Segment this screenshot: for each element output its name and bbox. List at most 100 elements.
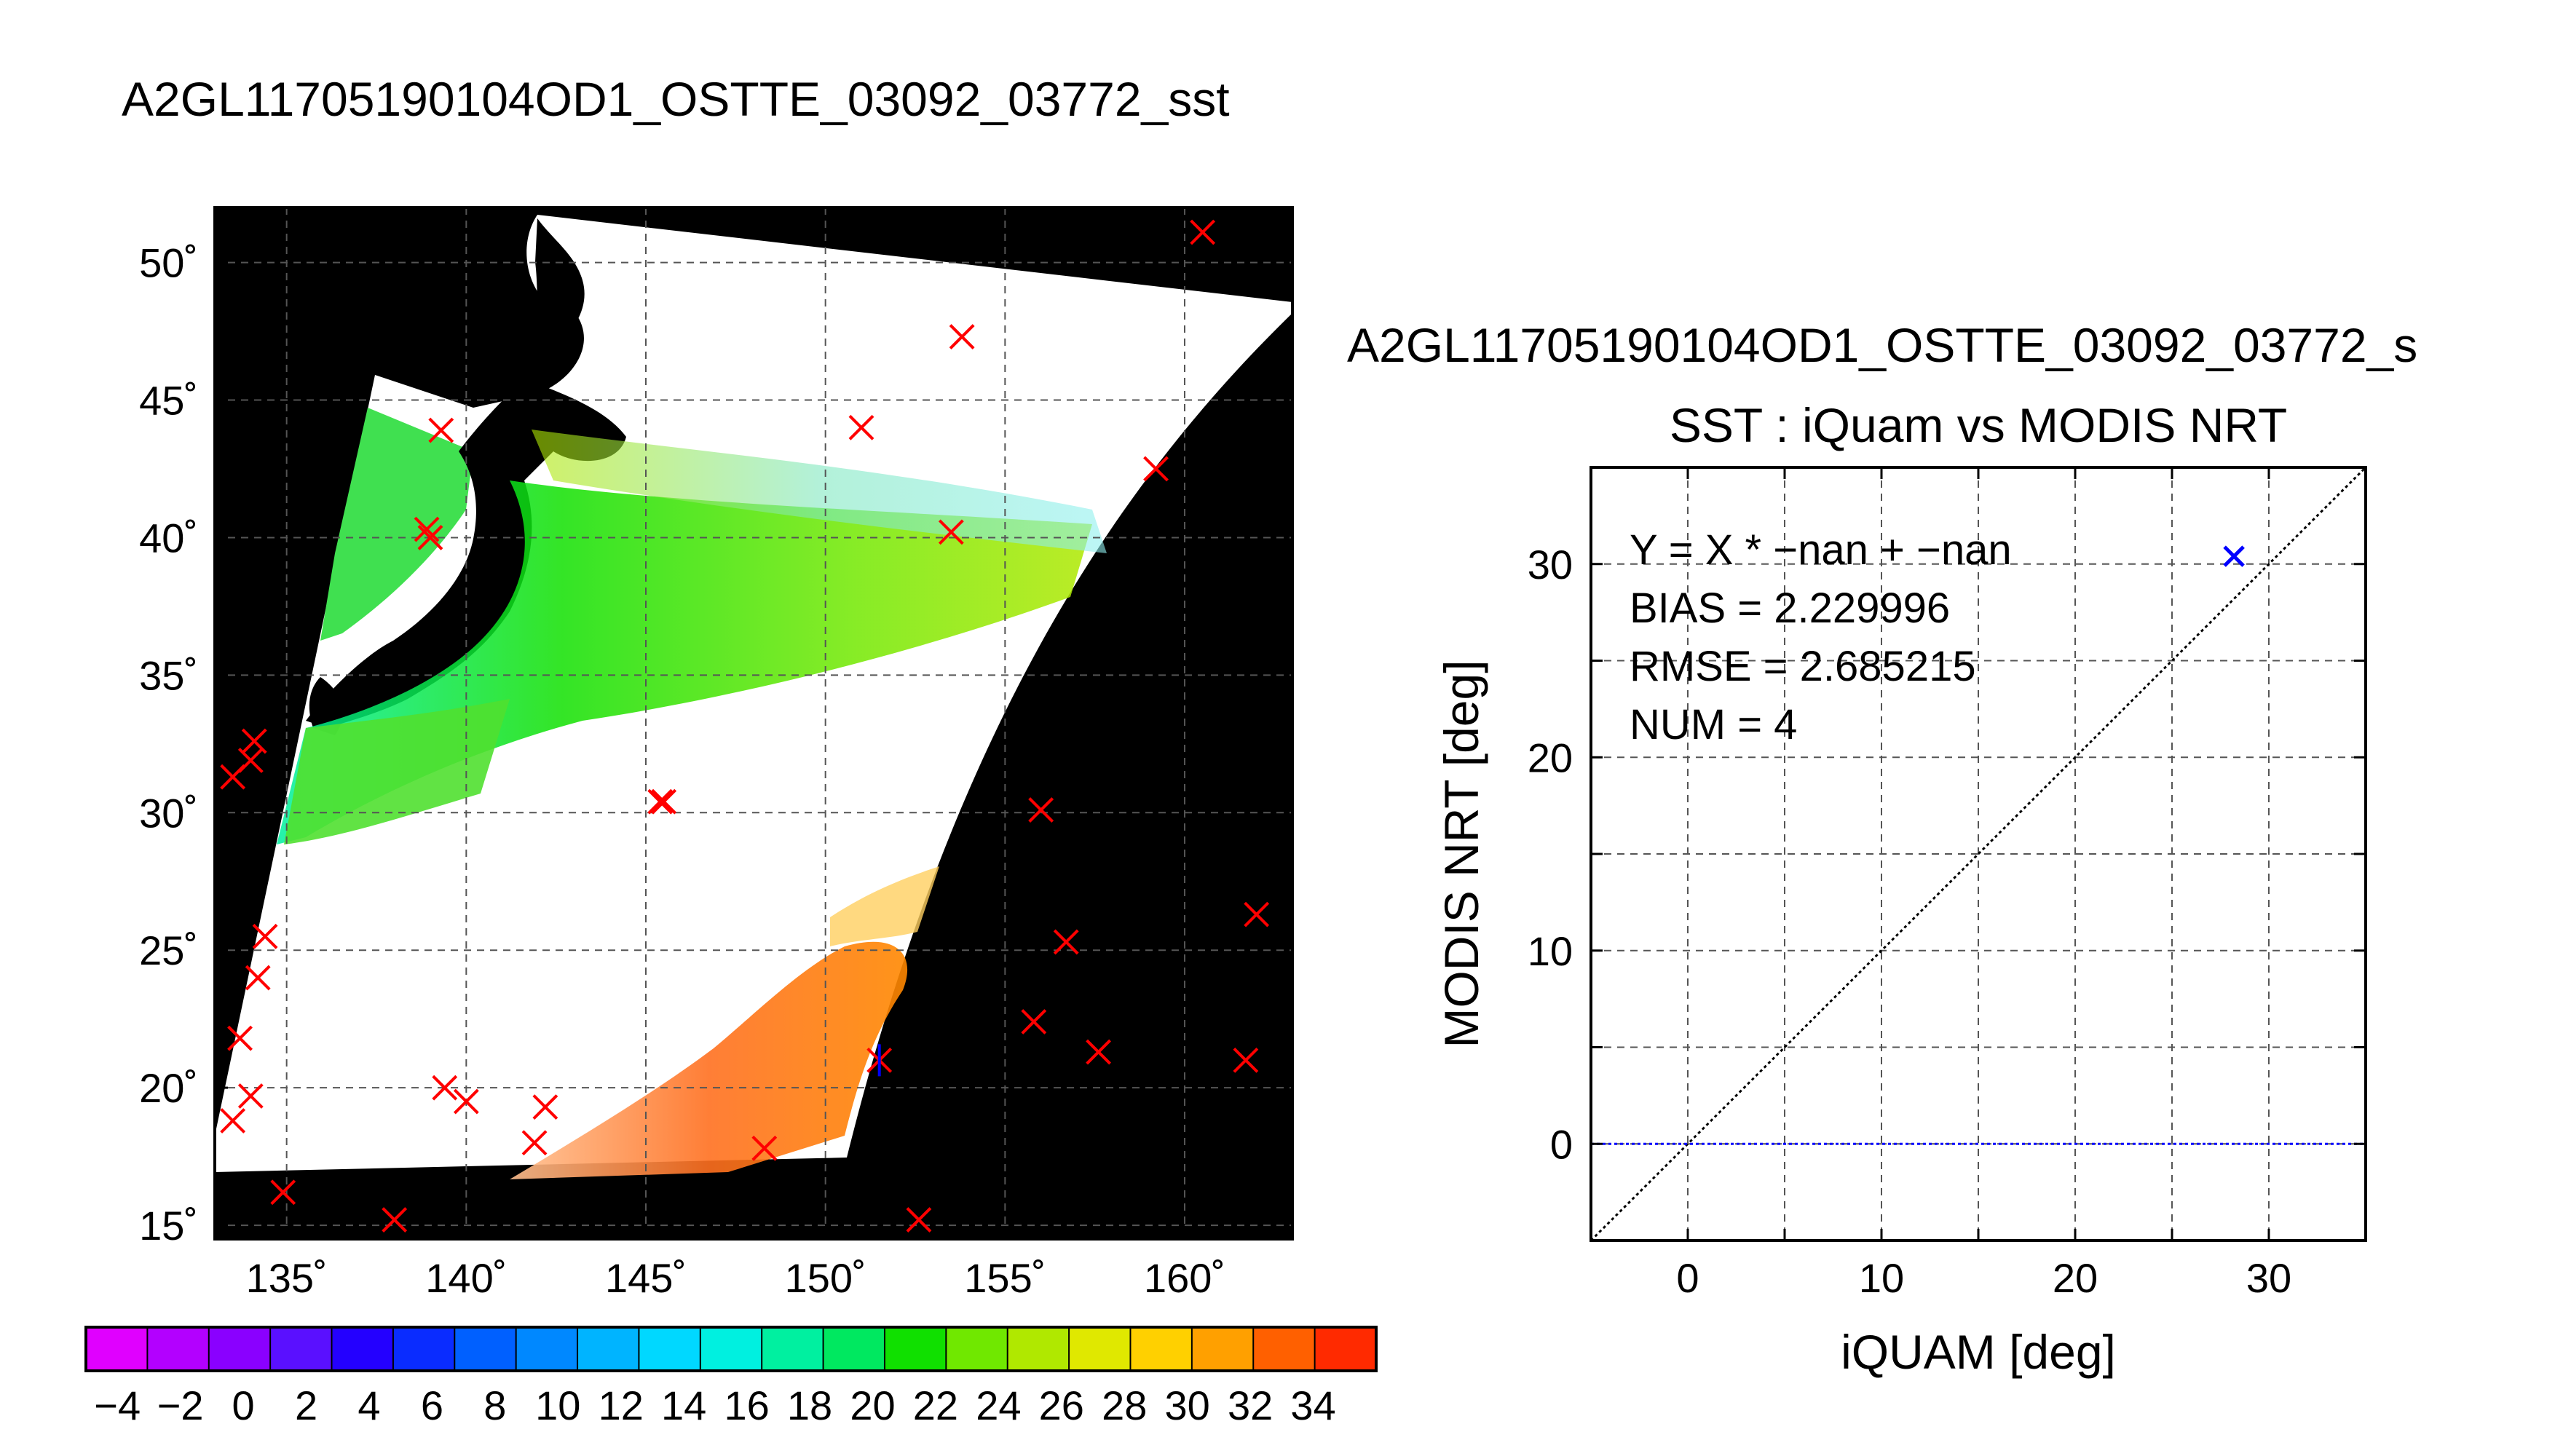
map-match-marker-stroke-b xyxy=(453,1088,479,1115)
colorbar-segment xyxy=(516,1327,578,1371)
scatter-y-tick-label: 10 xyxy=(1528,928,1573,974)
scatter-point xyxy=(2223,545,2245,567)
map-match-marker xyxy=(220,1108,246,1133)
map-match-marker xyxy=(1086,1039,1112,1065)
colorbar-tick-label: 28 xyxy=(1102,1382,1147,1428)
colorbar-segment xyxy=(823,1327,885,1371)
colorbar-tick-label: 10 xyxy=(535,1382,580,1428)
colorbar-segment xyxy=(270,1327,333,1371)
scatter-y-tick-label: 0 xyxy=(1550,1121,1573,1167)
colorbar xyxy=(84,1326,1378,1372)
colorbar-segment xyxy=(1191,1327,1254,1371)
map-match-marker-stroke-b xyxy=(1190,219,1216,245)
colorbar-segment xyxy=(86,1327,148,1371)
map-match-marker-stroke-b xyxy=(1086,1039,1112,1065)
map-match-marker xyxy=(751,1135,778,1161)
colorbar-tick-label: 34 xyxy=(1290,1382,1335,1428)
scatter-title: SST : iQuam vs MODIS NRT xyxy=(1670,398,2287,452)
map-match-marker xyxy=(848,414,874,440)
colorbar-segment xyxy=(1253,1327,1316,1371)
map-match-marker xyxy=(1028,797,1054,823)
sst-yellow-patch xyxy=(830,866,939,946)
colorbar-tick-label: −2 xyxy=(157,1382,204,1428)
map-match-marker xyxy=(382,1207,408,1233)
okhotsk-land xyxy=(215,207,584,408)
colorbar-segment xyxy=(762,1327,824,1371)
map-match-marker-stroke-b xyxy=(227,1025,253,1051)
map-match-marker xyxy=(417,525,443,550)
colorbar-segment xyxy=(639,1327,701,1371)
map-x-tick-label: 150˚ xyxy=(785,1255,866,1301)
colorbar-tick-label: 24 xyxy=(976,1382,1021,1428)
map-match-marker xyxy=(270,1179,296,1206)
map-match-marker-stroke-b xyxy=(428,417,454,443)
colorbar-tick-label: 32 xyxy=(1228,1382,1273,1428)
map-match-marker-stroke-b xyxy=(1244,901,1270,927)
map-match-marker-stroke-b xyxy=(414,516,440,542)
colorbar-tick-label: 18 xyxy=(787,1382,832,1428)
scatter-annotation: BIAS = 2.229996 xyxy=(1630,585,1950,632)
map-match-marker-stroke-b xyxy=(220,1108,246,1133)
scatter-y-tick-label: 30 xyxy=(1528,542,1573,587)
map-x-tick-label: 140˚ xyxy=(425,1255,507,1301)
scatter-annotation: Y = X * −nan + −nan xyxy=(1630,526,2012,574)
map-match-marker-stroke-b xyxy=(938,519,964,545)
map-y-tick-label: 35˚ xyxy=(139,652,198,698)
map-x-tick-label: 135˚ xyxy=(246,1255,328,1301)
map-frame xyxy=(213,206,1294,1241)
colorbar-segment xyxy=(454,1327,517,1371)
colorbar-tick-label: 12 xyxy=(599,1382,644,1428)
map-match-marker-stroke-b xyxy=(751,1135,778,1161)
map-x-tick-label: 155˚ xyxy=(964,1255,1046,1301)
scatter-x-tick-label: 20 xyxy=(2053,1255,2098,1301)
map-match-marker-stroke-b xyxy=(651,788,677,815)
colorbar-segment xyxy=(884,1327,947,1371)
map-match-marker-stroke-b xyxy=(252,923,278,949)
colorbar-tick-label: 20 xyxy=(850,1382,895,1428)
map-match-marker-stroke-b xyxy=(382,1207,408,1233)
colorbar-segment xyxy=(1130,1327,1193,1371)
map-match-marker-stroke-b xyxy=(1143,456,1169,482)
colorbar-frame xyxy=(84,1326,1378,1372)
scatter-one-to-one-line xyxy=(1591,467,2366,1241)
map-plot xyxy=(215,207,1292,1239)
colorbar-tick-label: 8 xyxy=(483,1382,506,1428)
map-match-marker xyxy=(453,1088,479,1115)
scatter-x-tick-label: 10 xyxy=(1859,1255,1904,1301)
sst-warm-area xyxy=(510,941,908,1179)
map-title: A2GL11705190104OD1_OSTTE_03092_03772_sst xyxy=(122,72,1230,126)
map-match-marker xyxy=(428,417,454,443)
map-y-tick-label: 25˚ xyxy=(139,927,198,973)
map-match-marker-stroke-b xyxy=(417,525,443,550)
map-match-marker-stroke-b xyxy=(647,788,674,815)
sst-green-band xyxy=(277,480,1092,844)
map-match-marker xyxy=(647,788,674,815)
colorbar-segment xyxy=(392,1327,455,1371)
map-match-marker xyxy=(651,788,677,815)
colorbar-segment xyxy=(208,1327,271,1371)
map-match-marker-stroke-b xyxy=(1233,1047,1259,1073)
colorbar-segment xyxy=(946,1327,1008,1371)
scatter-x-tick-label: 0 xyxy=(1676,1255,1699,1301)
map-match-marker-stroke-b xyxy=(432,1075,458,1101)
map-match-marker-stroke-b xyxy=(1053,929,1079,955)
map-match-marker-stroke-b xyxy=(220,764,246,790)
colorbar-segment xyxy=(700,1327,762,1371)
map-match-marker-stroke-b xyxy=(521,1130,548,1156)
map-match-marker-stroke-b xyxy=(532,1094,558,1120)
colorbar-tick-label: 22 xyxy=(913,1382,958,1428)
colorbar-segment xyxy=(577,1327,639,1371)
map-match-marker xyxy=(1190,219,1216,245)
sst-green-west xyxy=(284,699,510,844)
map-match-marker xyxy=(938,519,964,545)
map-y-tick-label: 15˚ xyxy=(139,1203,198,1249)
map-x-tick-label: 160˚ xyxy=(1144,1255,1225,1301)
map-x-tick-label: 145˚ xyxy=(605,1255,687,1301)
map-match-marker-stroke-b xyxy=(245,965,271,991)
colorbar-segment xyxy=(1314,1327,1377,1371)
colorbar-tick-label: 14 xyxy=(661,1382,706,1428)
colorbar-segment xyxy=(1069,1327,1131,1371)
sea-of-japan-sst xyxy=(320,408,473,641)
map-match-marker xyxy=(237,1083,264,1109)
